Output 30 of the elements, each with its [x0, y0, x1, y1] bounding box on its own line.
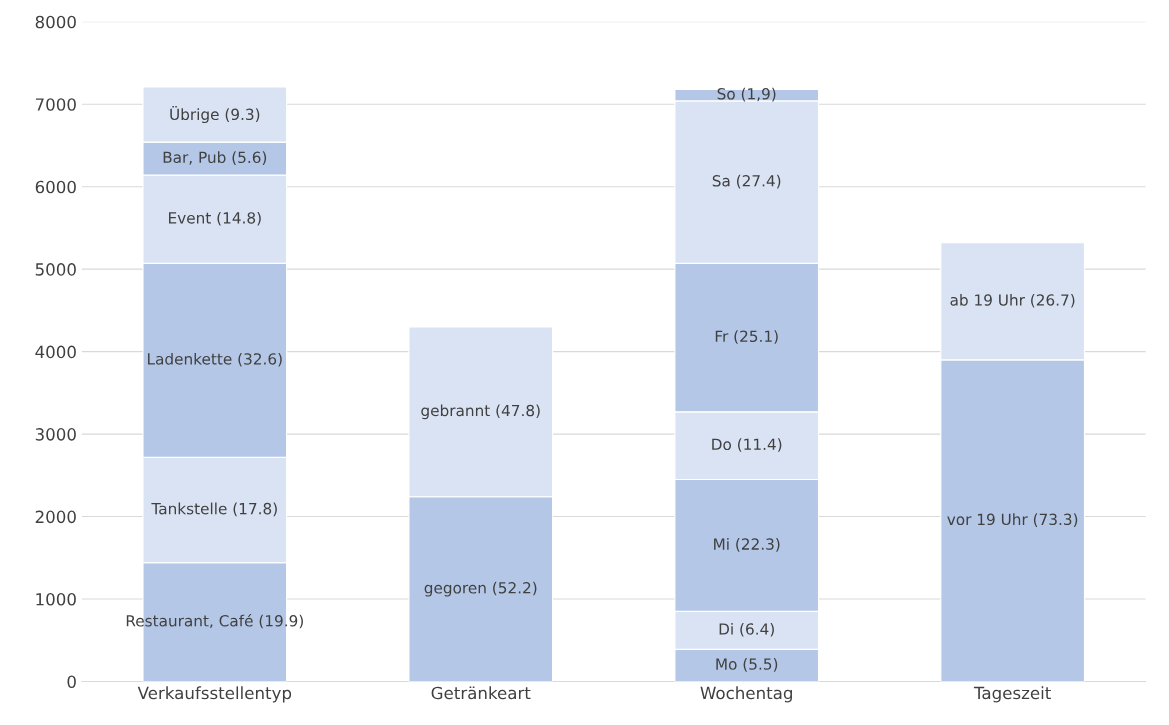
y-tick-label: 6000 — [35, 180, 76, 194]
x-tick-label: Getränkeart — [431, 686, 531, 700]
y-tick-label: 5000 — [35, 263, 76, 276]
annotation: gebrannt (47.8) — [421, 404, 540, 420]
y-tick-label: 3000 — [35, 428, 76, 441]
y-tick-label: 0 — [67, 675, 76, 689]
x-tick-label: Tageszeit — [973, 686, 1051, 703]
annotation: Do (11.4) — [712, 438, 782, 452]
annotation: Di (6.4) — [719, 622, 774, 637]
y-tick-label: 8000 — [35, 15, 76, 29]
annotation: Fr (25.1) — [715, 330, 778, 344]
annotation: Übrige (9.3) — [170, 105, 260, 124]
x-tick-label: Wochentag — [700, 686, 792, 703]
annotation: Event (14.8) — [169, 211, 261, 226]
annotation: So (1,9) — [717, 87, 776, 102]
annotation: ab 19 Uhr (26.7) — [950, 293, 1075, 308]
y-tick-label: 1000 — [36, 592, 76, 606]
annotation: Bar, Pub (5.6) — [163, 151, 267, 165]
annotation: Mo (5.5) — [716, 658, 778, 672]
annotation: Sa (27.4) — [712, 174, 781, 189]
annotation: vor 19 Uhr (73.3) — [947, 513, 1078, 527]
annotation: Mi (22.3) — [714, 538, 780, 552]
annotation: Tankstelle (17.8) — [151, 502, 277, 517]
x-tick-label: Verkaufsstellentyp — [137, 686, 292, 703]
y-tick-label: 2000 — [35, 510, 76, 524]
annotation: Ladenkette (32.6) — [148, 352, 282, 367]
annotation: Restaurant, Café (19.9) — [126, 614, 303, 629]
y-tick-label: 4000 — [35, 345, 76, 359]
y-tick-label: 7000 — [35, 98, 76, 111]
annotation: gegoren (52.2) — [424, 581, 537, 597]
